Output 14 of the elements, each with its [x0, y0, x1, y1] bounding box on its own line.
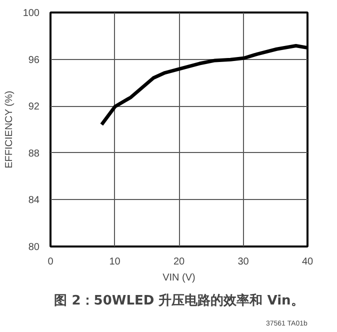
y-tick-label: 84 [28, 195, 40, 206]
y-tick-label: 80 [28, 242, 40, 253]
y-tick-label: 92 [28, 102, 40, 113]
x-tick-label: 40 [302, 256, 314, 268]
x-axis-title: VIN (V) [162, 272, 196, 284]
y-tick-label: 100 [22, 8, 40, 19]
x-tick-label: 0 [48, 256, 54, 268]
text: 图 2：50WLED 升压电路的效率和 Vin。 [54, 292, 304, 308]
y-tick-label: 88 [28, 148, 40, 160]
y-axis-title: EFFICIENCY (%) [4, 90, 15, 168]
x-tick-label: 30 [238, 256, 250, 268]
y-tick-label: 96 [28, 54, 40, 66]
x-tick-label: 10 [109, 256, 121, 268]
x-tick-label: 20 [173, 256, 185, 268]
